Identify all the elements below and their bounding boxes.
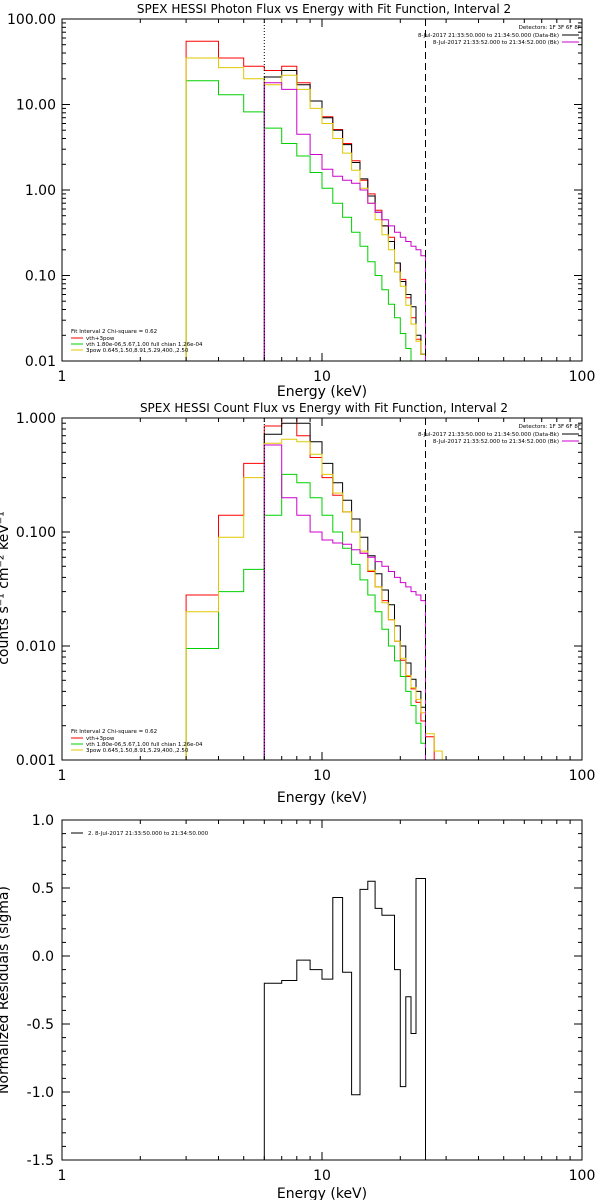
chart-title: SPEX HESSI Count Flux vs Energy with Fit… xyxy=(140,401,508,415)
count-flux-marker-lines xyxy=(263,418,426,760)
y-tick-label: 10.00 xyxy=(16,98,56,114)
fit-line-1: vth+3pow xyxy=(86,336,115,342)
series-line-4 xyxy=(185,57,443,362)
count-flux-panel: SPEX HESSI Count Flux vs Energy with Fit… xyxy=(0,401,595,806)
fit-line-2: vth 1.80e-06,5.67,1.00 full chian 1.26e-… xyxy=(86,742,203,748)
residuals-series xyxy=(263,878,426,1160)
residuals-panel: Normalized Residuals (sigma) 1 10 100 -1.5 -… xyxy=(0,813,595,1200)
y-tick-label: 0.01 xyxy=(25,354,56,370)
y-tick-label: 1.0 xyxy=(32,813,54,829)
series-line-4 xyxy=(185,438,443,760)
y-axis-label: counts s⁻¹ cm⁻² keV⁻¹ xyxy=(0,511,12,665)
x-tick-label: 100 xyxy=(569,768,596,784)
x-axis-label: Energy (keV) xyxy=(277,384,367,400)
count-flux-series xyxy=(185,417,443,760)
y-tick-label: 0.010 xyxy=(16,639,56,655)
data-interval-label: 8-Jul-2017 21:33:50.000 to 21:34:50.000 … xyxy=(418,432,559,438)
fit-line-1: vth+3pow xyxy=(86,736,115,742)
y-tick-label: 100.00 xyxy=(7,12,56,28)
photon-flux-series xyxy=(185,40,443,362)
x-tick-label: 100 xyxy=(569,369,596,385)
x-tick-label: 1 xyxy=(58,1168,67,1184)
bk-interval-label: 8-Jul-2017 21:33:52.000 to 21:34:52.000 … xyxy=(433,439,559,445)
x-tick-label: 100 xyxy=(569,1168,596,1184)
series-line-5 xyxy=(263,444,426,760)
y-tick-label: -0.5 xyxy=(27,1017,54,1033)
y-tick-label: -1.0 xyxy=(27,1085,54,1101)
photon-flux-marker-lines xyxy=(263,19,426,361)
photon-flux-axes-frame xyxy=(61,18,583,362)
y-tick-label: 0.0 xyxy=(32,949,54,965)
detectors-label: Detectors: 1F 3F 6F 8F xyxy=(519,25,581,31)
residuals-axes-frame xyxy=(61,819,583,1161)
photon-flux-ticks: 1 10 100 0.01 0.10 1.00 10.00 100.00 xyxy=(7,12,595,385)
series-line-3 xyxy=(185,473,426,760)
series-line-1 xyxy=(263,878,426,1160)
detectors-label: Detectors: 1F 3F 6F 8F xyxy=(519,424,581,430)
bk-interval-label: 8-Jul-2017 21:33:52.000 to 21:34:52.000 … xyxy=(433,40,559,46)
data-interval-label: 8-Jul-2017 21:33:50.000 to 21:34:50.000 … xyxy=(418,33,559,39)
series-line-2 xyxy=(263,422,426,760)
y-tick-label: 0.001 xyxy=(16,753,56,769)
fit-line-2: vth 1.80e-06,5.67,1.00 full chian 1.26e-… xyxy=(86,342,203,348)
x-tick-label: 10 xyxy=(313,369,331,385)
series-line-1 xyxy=(185,417,435,760)
x-axis-label: Energy (keV) xyxy=(277,790,367,806)
series-line-3 xyxy=(185,80,426,362)
y-axis-label: Normalized Residuals (sigma) xyxy=(0,886,12,1094)
series-line-5 xyxy=(263,82,426,361)
fit-line-3: 3pow 0.645,1.50,8.91,5.29,400.,2.50 xyxy=(86,748,189,754)
x-tick-label: 10 xyxy=(313,768,331,784)
x-tick-label: 1 xyxy=(58,768,67,784)
photon-flux-panel: SPEX HESSI Photon Flux vs Energy with Fi… xyxy=(7,2,595,400)
y-tick-label: 0.10 xyxy=(25,269,56,285)
y-tick-label: 0.5 xyxy=(32,881,54,897)
y-tick-label: 1.00 xyxy=(25,183,56,199)
y-tick-label: 0.100 xyxy=(16,525,56,541)
series-line-2 xyxy=(263,70,426,361)
legend-label: 2. 8-Jul-2017 21:33:50.000 to 21:34:50.0… xyxy=(88,831,209,837)
fit-header: Fit Interval 2 Chi-square = 0.62 xyxy=(71,329,157,335)
y-tick-label: -1.5 xyxy=(27,1153,54,1169)
y-tick-label: 1.000 xyxy=(16,411,56,427)
x-tick-label: 1 xyxy=(58,369,67,385)
chart-title: SPEX HESSI Photon Flux vs Energy with Fi… xyxy=(137,2,511,16)
x-axis-label: Energy (keV) xyxy=(277,1186,367,1200)
fit-header: Fit Interval 2 Chi-square = 0.62 xyxy=(71,729,157,735)
residuals-ticks: 1 10 100 -1.5 -1.0 -0.5 0.0 0.5 1.0 xyxy=(27,813,596,1184)
count-flux-ticks: 1 10 100 0.001 0.010 0.100 1.000 xyxy=(16,411,595,784)
x-tick-label: 10 xyxy=(313,1168,331,1184)
fit-line-3: 3pow 0.645,1.50,8.91,5.29,400.,2.50 xyxy=(86,348,189,354)
